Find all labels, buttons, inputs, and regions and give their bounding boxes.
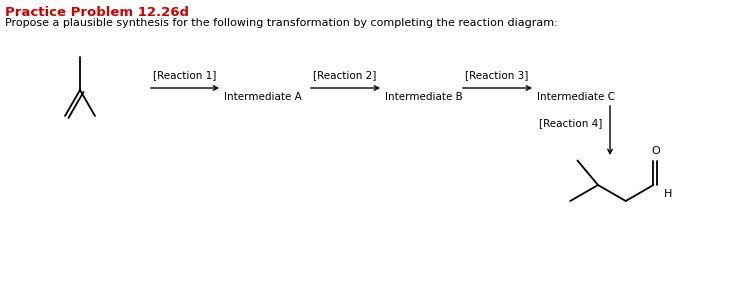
Text: [Reaction 1]: [Reaction 1] <box>153 70 217 80</box>
Text: Propose a plausible synthesis for the following transformation by completing the: Propose a plausible synthesis for the fo… <box>5 18 558 28</box>
Text: [Reaction 4]: [Reaction 4] <box>539 118 602 128</box>
Text: Practice Problem 12.26d: Practice Problem 12.26d <box>5 6 189 19</box>
Text: [Reaction 2]: [Reaction 2] <box>314 70 377 80</box>
Text: H: H <box>664 189 672 199</box>
Text: Intermediate B: Intermediate B <box>385 92 463 102</box>
Text: O: O <box>651 146 660 156</box>
Text: [Reaction 3]: [Reaction 3] <box>466 70 529 80</box>
Text: Intermediate C: Intermediate C <box>537 92 615 102</box>
Text: Intermediate A: Intermediate A <box>224 92 302 102</box>
